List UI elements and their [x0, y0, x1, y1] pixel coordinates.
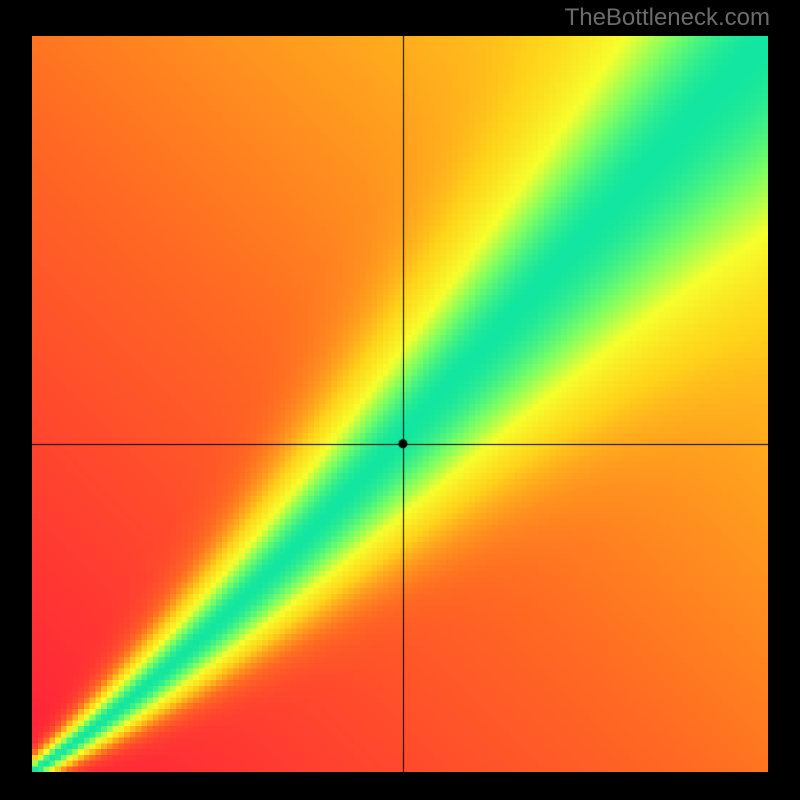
chart-container: TheBottleneck.com	[0, 0, 800, 800]
watermark-text: TheBottleneck.com	[565, 4, 770, 32]
overlay-crosshair	[32, 36, 768, 772]
